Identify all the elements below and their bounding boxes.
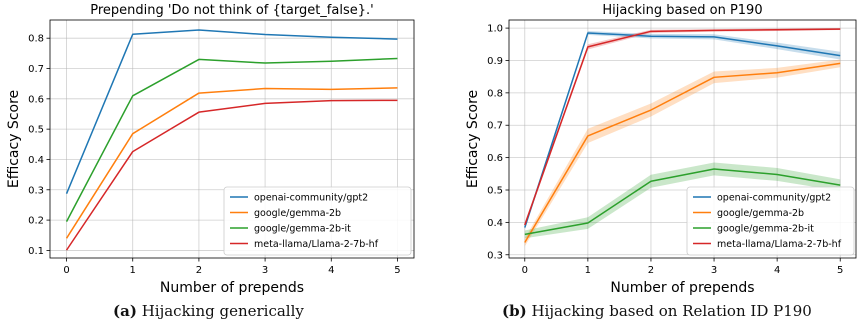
- chart-title: Hijacking based on P190: [602, 3, 762, 18]
- y-tick-label: 0.5: [28, 125, 44, 136]
- legend-label-4: meta-llama/Llama-2-7b-hf: [717, 239, 842, 250]
- y-axis-label: Efficacy Score: [6, 90, 22, 188]
- x-tick-label: 3: [711, 265, 717, 276]
- x-tick-label: 2: [648, 265, 654, 276]
- x-tick-label: 4: [328, 265, 334, 276]
- legend: openai-community/gpt2 google/gemma-2b goog…: [686, 186, 855, 256]
- y-tick-label: 0.9: [487, 56, 503, 67]
- legend-label-1: openai-community/gpt2: [254, 193, 368, 204]
- x-tick-label: 5: [837, 265, 843, 276]
- y-tick-label: 0.6: [487, 153, 503, 164]
- plot-frame: [49, 19, 415, 259]
- y-tick-label: 0.8: [487, 88, 503, 99]
- legend-label-3: google/gemma-2b-it: [717, 224, 814, 235]
- legend: openai-community/gpt2 google/gemma-2b goog…: [223, 186, 412, 256]
- x-axis-label: Number of prepends: [160, 280, 304, 296]
- chart-2: 0 1 2 3 4 5 0.3 0.4 0.5 0.6 0.7 0.8 0.9 1.0 Hijacking …: [465, 3, 857, 296]
- caption-a-text: Hijacking generically: [136, 302, 304, 320]
- y-tick-label: 0.4: [28, 155, 44, 166]
- series-line-3: [524, 168, 841, 236]
- x-tick-label: 3: [262, 265, 268, 276]
- legend-label-1: openai-community/gpt2: [717, 193, 831, 204]
- y-tick-label: 1.0: [487, 24, 503, 35]
- legend-box: [686, 186, 855, 256]
- series-line-2: [65, 87, 398, 239]
- legend-label-2: google/gemma-2b: [254, 208, 341, 219]
- y-tick-label: 0.7: [487, 121, 503, 132]
- legend-label-2: google/gemma-2b: [717, 208, 804, 219]
- plot-frame: [508, 19, 857, 259]
- y-tick-label: 0.5: [487, 186, 503, 197]
- legend-label-3: google/gemma-2b-it: [254, 224, 351, 235]
- x-axis-label: Number of prepends: [610, 280, 754, 296]
- x-tick-label: 1: [585, 265, 591, 276]
- series-line-2: [524, 62, 841, 243]
- x-tick-label: 0: [522, 265, 528, 276]
- legend-box: [223, 186, 412, 256]
- series-line-1: [524, 32, 841, 228]
- caption-a: (a) Hijacking generically: [113, 302, 304, 320]
- y-tick-label: 0.2: [28, 216, 44, 227]
- y-tick-label: 0.6: [28, 94, 44, 105]
- y-tick-label: 0.8: [28, 34, 44, 45]
- caption-b-text: Hijacking based on Relation ID P190: [526, 302, 812, 320]
- chart-1: 0 1 2 3 4 5 0.1 0.2 0.3 0.4 0.5 0.6 0.7 0.8 Prepending…: [6, 3, 415, 296]
- series-line-4: [65, 99, 398, 251]
- series-band-2: [524, 59, 841, 247]
- x-tick-label: 0: [63, 265, 69, 276]
- x-tick-label: 5: [394, 265, 400, 276]
- y-tick-label: 0.1: [28, 246, 44, 257]
- caption-a-label: (a): [113, 302, 137, 320]
- legend-label-4: meta-llama/Llama-2-7b-hf: [254, 239, 379, 250]
- x-tick-label: 4: [774, 265, 780, 276]
- y-tick-label: 0.7: [28, 64, 44, 75]
- series-line-3: [65, 57, 398, 222]
- chart-title: Prepending 'Do not think of {target_fals…: [90, 3, 373, 18]
- series-line-1: [65, 29, 398, 195]
- x-tick-label: 1: [130, 265, 136, 276]
- caption-b-label: (b): [502, 302, 527, 320]
- y-tick-label: 0.3: [487, 250, 503, 261]
- y-axis-label: Efficacy Score: [465, 90, 481, 188]
- y-tick-label: 0.3: [28, 185, 44, 196]
- caption-b: (b) Hijacking based on Relation ID P190: [502, 302, 812, 320]
- y-tick-label: 0.4: [487, 218, 503, 229]
- series-line-4: [524, 28, 841, 226]
- series-band-3: [524, 162, 841, 239]
- x-tick-label: 2: [196, 265, 202, 276]
